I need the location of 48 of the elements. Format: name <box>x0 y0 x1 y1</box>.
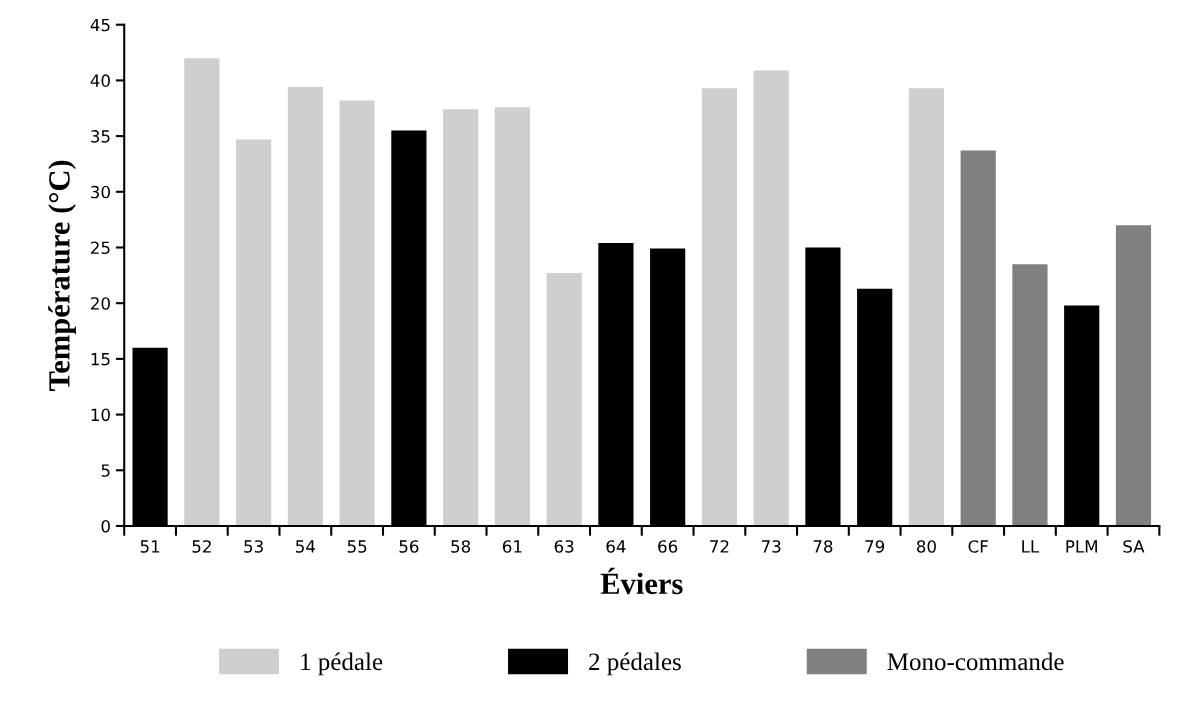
bar <box>287 87 323 526</box>
x-tick-label: 52 <box>192 540 211 553</box>
bar <box>339 100 375 526</box>
x-tick-label: 80 <box>916 540 936 553</box>
x-tick-label: 64 <box>606 540 626 553</box>
x-tick-label: 51 <box>140 540 160 553</box>
bar <box>546 273 582 526</box>
x-tick-label: LL <box>1022 540 1040 553</box>
legend-label: 2 pédales <box>589 652 681 676</box>
bar <box>908 88 945 526</box>
bar <box>701 88 738 526</box>
bar <box>1115 225 1152 526</box>
y-tick-label: 15 <box>91 353 110 366</box>
y-tick-label: 5 <box>101 464 110 477</box>
x-tick-label: PLM <box>1066 540 1097 553</box>
x-tick-label: 72 <box>710 540 729 553</box>
x-tick-label: 53 <box>244 540 263 553</box>
y-tick-label: 25 <box>91 241 110 255</box>
x-tick-label: 73 <box>761 540 781 553</box>
legend-label: Mono-commande <box>887 652 1064 671</box>
bar <box>236 139 272 526</box>
x-tick-label: 61 <box>502 540 522 553</box>
x-tick-label: 79 <box>865 540 885 553</box>
x-tick-label: 63 <box>554 540 574 553</box>
y-tick-label: 40 <box>90 74 110 87</box>
x-tick-label: 54 <box>296 540 316 553</box>
legend-label: 1 pédale <box>301 652 383 676</box>
y-axis-title: Température (°C) <box>48 160 76 391</box>
x-tick-label: 55 <box>347 540 367 553</box>
bar <box>1012 264 1048 526</box>
x-tick-label: 78 <box>813 540 833 553</box>
y-tick-label: 35 <box>91 130 110 143</box>
x-tick-label: 58 <box>451 540 471 553</box>
x-tick-label: 66 <box>658 540 678 553</box>
y-tick-label: 45 <box>90 18 110 32</box>
y-tick-label: 30 <box>91 185 110 199</box>
bar <box>494 107 530 526</box>
x-tick-label: CF <box>968 540 988 553</box>
x-axis-title: Éviers <box>600 567 683 595</box>
bar <box>443 109 479 526</box>
bar <box>960 150 996 526</box>
x-tick-label: 56 <box>399 540 419 553</box>
y-tick-label: 0 <box>101 519 110 533</box>
y-tick-label: 10 <box>91 408 110 422</box>
bar <box>184 58 220 526</box>
y-tick-label: 20 <box>91 297 110 310</box>
x-tick-label: SA <box>1123 540 1145 553</box>
bar <box>753 70 789 526</box>
